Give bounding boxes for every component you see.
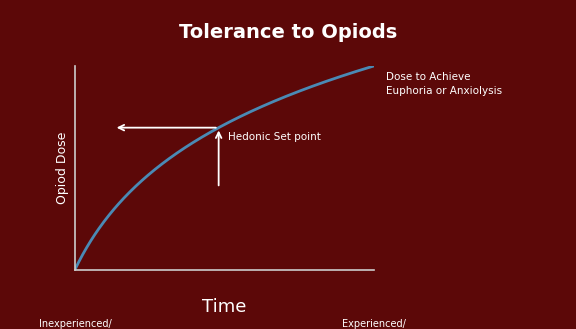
Text: Time: Time [202, 298, 247, 316]
Text: Hedonic Set point: Hedonic Set point [228, 132, 320, 142]
Text: Tolerance to Opiods: Tolerance to Opiods [179, 23, 397, 42]
Text: Experienced/
Older User: Experienced/ Older User [343, 319, 406, 329]
Y-axis label: Opiod Dose: Opiod Dose [56, 132, 69, 204]
Text: Inexperienced/
Younger User: Inexperienced/ Younger User [39, 319, 111, 329]
Text: Dose to Achieve
Euphoria or Anxiolysis: Dose to Achieve Euphoria or Anxiolysis [386, 72, 502, 96]
